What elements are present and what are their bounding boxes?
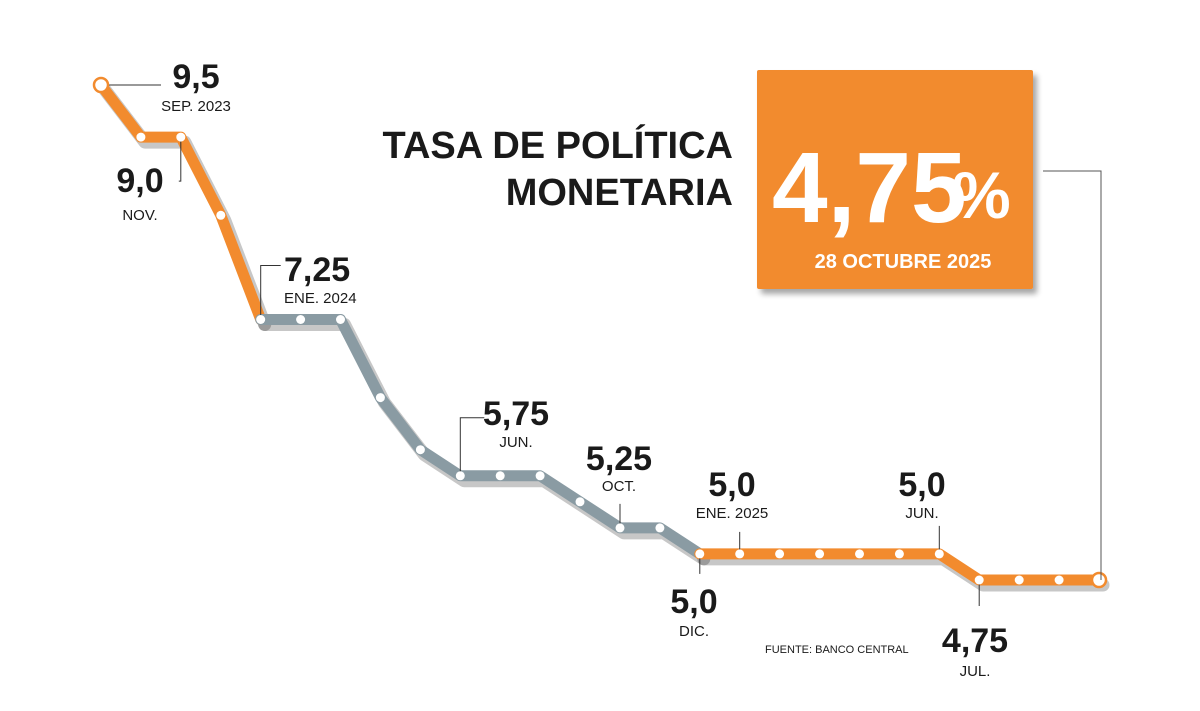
data-point xyxy=(455,471,465,481)
highlight-connector xyxy=(1043,170,1102,580)
data-point xyxy=(535,471,545,481)
annotation-date: JUN. xyxy=(499,434,532,451)
data-point xyxy=(775,549,785,559)
data-point xyxy=(575,497,585,507)
annotation-connector xyxy=(178,137,182,182)
data-point xyxy=(815,549,825,559)
data-point xyxy=(934,549,944,559)
data-point xyxy=(495,471,505,481)
source-note: FUENTE: BANCO CENTRAL xyxy=(765,644,909,656)
data-point xyxy=(136,132,146,142)
data-point xyxy=(1090,571,1108,589)
annotation-date: ENE. 2025 xyxy=(696,505,769,522)
data-point xyxy=(855,549,864,559)
data-point xyxy=(1054,575,1064,585)
data-point xyxy=(92,76,110,94)
data-point xyxy=(735,549,745,559)
current-rate-value: 4,75 xyxy=(772,132,967,244)
data-point xyxy=(296,315,306,324)
annotation-date: SEP. 2023 xyxy=(161,98,231,115)
series-line-2 xyxy=(255,314,706,560)
annotation-connector xyxy=(260,265,281,320)
annotation-value: 4,75 xyxy=(942,622,1008,660)
annotation-value: 9,0 xyxy=(116,162,163,200)
annotation-date: OCT. xyxy=(602,478,636,495)
annotation-date: NOV. xyxy=(122,207,157,224)
chart-title-line-2: MONETARIA xyxy=(506,172,733,214)
series-line-1 xyxy=(95,79,267,325)
annotation-date: JUN. xyxy=(905,505,938,522)
data-point xyxy=(336,315,345,324)
data-point xyxy=(216,210,226,220)
annotation-value: 5,0 xyxy=(708,466,755,504)
data-point xyxy=(375,393,385,403)
data-point xyxy=(176,132,186,142)
chart-title-line-1: TASA DE POLÍTICA xyxy=(383,123,733,167)
current-rate-date: 28 OCTUBRE 2025 xyxy=(815,251,992,273)
annotation-date: ENE. 2024 xyxy=(284,290,357,307)
data-point xyxy=(695,549,705,559)
data-point xyxy=(256,315,266,324)
annotation-value: 5,25 xyxy=(586,440,652,478)
data-point xyxy=(1014,575,1024,585)
annotation-date: JUL. xyxy=(960,663,991,680)
annotation-value: 9,5 xyxy=(172,58,219,96)
current-rate-unit: % xyxy=(952,158,1011,232)
annotation-value: 5,0 xyxy=(898,466,945,504)
data-points xyxy=(92,76,1108,589)
data-point xyxy=(615,523,625,533)
data-point xyxy=(974,575,984,585)
annotation-value: 5,75 xyxy=(483,395,549,433)
annotation-value: 5,0 xyxy=(670,583,717,621)
annotation-value: 7,25 xyxy=(284,251,350,289)
annotation-date: DIC. xyxy=(679,623,709,640)
data-point xyxy=(415,445,425,455)
data-point xyxy=(894,549,904,559)
annotation-connector xyxy=(459,417,485,476)
current-rate-box xyxy=(757,70,1033,289)
data-point xyxy=(655,523,665,533)
